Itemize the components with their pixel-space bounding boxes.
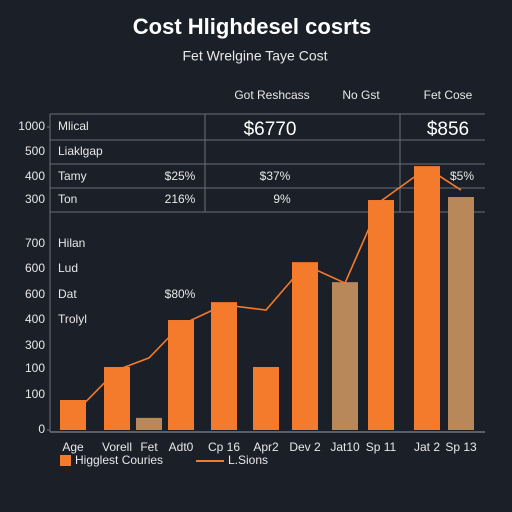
side-label: 700 [25,236,45,250]
line [72,166,462,416]
row-label: Liaklgap [58,144,103,158]
row-label: Ton [58,192,77,206]
x-tick-label: Vorell [102,440,132,454]
x-tick-label: Jat10 [330,440,360,454]
side-label: 600 [25,261,45,275]
column-header: Got Reshcass [234,88,309,102]
bar [211,302,237,430]
row-label: Mlical [58,119,89,133]
legend-label: L.Sions [228,453,268,467]
row-label: Trolyl [58,312,87,326]
x-tick-label: Sp 11 [366,440,397,454]
side-label: 400 [25,312,45,326]
legend-label: Higglest Couries [75,453,163,467]
row-label: Dat [58,287,77,301]
row-label: Tamy [58,169,87,183]
header-value: $6770 [244,119,297,140]
side-label: 400 [25,169,45,183]
column-header: No Gst [342,88,380,102]
column-header: Fet Cose [424,88,473,102]
x-tick-label: Fet [140,440,158,454]
cell-text: $37% [260,169,291,183]
side-label: 100 [25,361,45,375]
row-label: Lud [58,261,78,275]
side-label: 600 [25,287,45,301]
x-tick-label: Apr2 [253,440,279,454]
x-tick-label: Dev 2 [289,440,321,454]
cell-text: $5% [450,169,474,183]
y-tick-label: 1000 [18,119,45,133]
chart-title: Cost Hlighdesel cosrts [133,14,371,39]
x-tick-label: Age [62,440,84,454]
cell-text: 216% [165,192,196,206]
row-label: Hilan [58,236,85,250]
bar [332,282,358,430]
bar [253,366,279,430]
x-tick-label: Adt0 [169,440,194,454]
cell-text: 9% [273,192,291,206]
x-tick-label: Jat 2 [414,440,440,454]
x-tick-label: Cp 16 [208,440,240,454]
bar [414,166,440,430]
table-grid [49,113,485,432]
side-label: 300 [25,338,45,352]
header-value: $856 [427,119,469,140]
side-label: 500 [25,144,45,158]
bar [136,417,162,430]
cell-text: $80% [165,287,196,301]
bar [104,366,130,430]
bar [292,262,318,430]
bar [448,196,474,430]
bar [368,200,394,430]
side-label: 100 [25,387,45,401]
chart-subtitle: Fet Wrelgine Taye Cost [183,48,328,64]
x-tick-label: Sp 13 [445,440,477,454]
legend-swatch [60,455,71,466]
side-label: 300 [25,192,45,206]
cell-text: $25% [165,169,196,183]
bar [168,320,194,430]
y-tick-label: 0 [38,422,45,436]
